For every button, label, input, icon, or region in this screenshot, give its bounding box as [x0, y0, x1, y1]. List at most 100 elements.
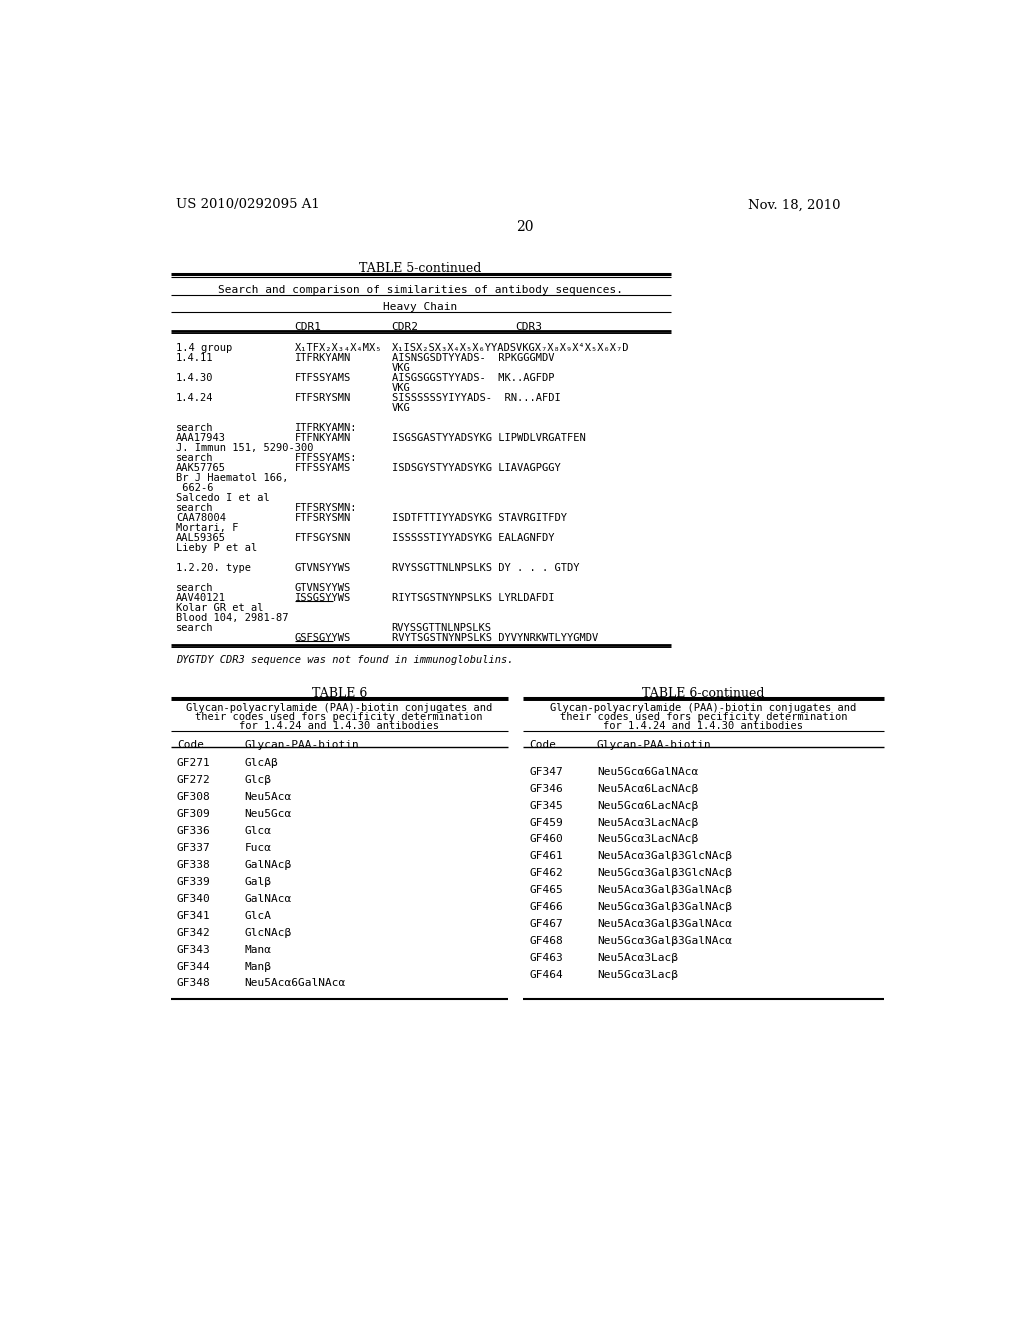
- Text: 662-6: 662-6: [176, 483, 214, 494]
- Text: GF461: GF461: [529, 851, 563, 862]
- Text: Neu5Gcα3Galβ3GlcNAcβ: Neu5Gcα3Galβ3GlcNAcβ: [597, 869, 732, 878]
- Text: GlcNAcβ: GlcNAcβ: [245, 928, 292, 937]
- Text: ITFRKYAMN: ITFRKYAMN: [295, 354, 351, 363]
- Text: Neu5Acα6GalNAcα: Neu5Acα6GalNAcα: [245, 978, 345, 989]
- Text: Heavy Chain: Heavy Chain: [383, 302, 458, 313]
- Text: GF308: GF308: [177, 792, 211, 803]
- Text: Glycan-polyacrylamide (PAA)-biotin conjugates and: Glycan-polyacrylamide (PAA)-biotin conju…: [186, 702, 493, 713]
- Text: RVYTSGSTNYNPSLKS DYVYNRKWTLYYGMDV: RVYTSGSTNYNPSLKS DYVYNRKWTLYYGMDV: [391, 634, 598, 643]
- Text: AISGSGGSTYYADS-  MK..AGFDP: AISGSGGSTYYADS- MK..AGFDP: [391, 374, 554, 383]
- Text: GF346: GF346: [529, 784, 563, 793]
- Text: 20: 20: [516, 220, 534, 234]
- Text: Neu5Gcα3Lacβ: Neu5Gcα3Lacβ: [597, 970, 678, 979]
- Text: 1.2.20. type: 1.2.20. type: [176, 564, 251, 573]
- Text: ISDTFTTIYYADSYKG STAVRGITFDY: ISDTFTTIYYADSYKG STAVRGITFDY: [391, 513, 566, 523]
- Text: Neu5Acα3Lacβ: Neu5Acα3Lacβ: [597, 953, 678, 964]
- Text: their codes used fors pecificity determination: their codes used fors pecificity determi…: [196, 711, 483, 722]
- Text: VKG: VKG: [391, 404, 411, 413]
- Text: GF468: GF468: [529, 936, 563, 946]
- Text: Lieby P et al: Lieby P et al: [176, 544, 257, 553]
- Text: FTFSRYSMN:: FTFSRYSMN:: [295, 503, 357, 513]
- Text: GF344: GF344: [177, 961, 211, 972]
- Text: Salcedo I et al: Salcedo I et al: [176, 494, 269, 503]
- Text: VKG: VKG: [391, 383, 411, 393]
- Text: Br J Haematol 166,: Br J Haematol 166,: [176, 474, 289, 483]
- Text: GF467: GF467: [529, 919, 563, 929]
- Text: CDR2: CDR2: [391, 322, 419, 331]
- Text: Kolar GR et al: Kolar GR et al: [176, 603, 263, 614]
- Text: TABLE 5-continued: TABLE 5-continued: [359, 263, 481, 276]
- Text: FTFSSYAMS:: FTFSSYAMS:: [295, 453, 357, 463]
- Text: RVYSSGTTNLNPSLKS DY . . . GTDY: RVYSSGTTNLNPSLKS DY . . . GTDY: [391, 564, 579, 573]
- Text: Blood 104, 2981-87: Blood 104, 2981-87: [176, 614, 289, 623]
- Text: ISDSGYSTYYADSYKG LIAVAGPGGY: ISDSGYSTYYADSYKG LIAVAGPGGY: [391, 463, 560, 474]
- Text: GF345: GF345: [529, 800, 563, 810]
- Text: GalNAcα: GalNAcα: [245, 894, 292, 904]
- Text: GF336: GF336: [177, 826, 211, 836]
- Text: GF465: GF465: [529, 886, 563, 895]
- Text: TABLE 6-continued: TABLE 6-continued: [642, 688, 765, 701]
- Text: GF466: GF466: [529, 903, 563, 912]
- Text: Code: Code: [177, 739, 204, 750]
- Text: GF309: GF309: [177, 809, 211, 818]
- Text: Neu5Gcα: Neu5Gcα: [245, 809, 292, 818]
- Text: CDR3: CDR3: [515, 322, 543, 331]
- Text: Glcα: Glcα: [245, 826, 271, 836]
- Text: for 1.4.24 and 1.4.30 antibodies: for 1.4.24 and 1.4.30 antibodies: [240, 721, 439, 731]
- Text: AAV40121: AAV40121: [176, 594, 226, 603]
- Text: GlcA: GlcA: [245, 911, 271, 920]
- Text: GF338: GF338: [177, 859, 211, 870]
- Text: search: search: [176, 583, 214, 594]
- Text: search: search: [176, 503, 214, 513]
- Text: their codes used fors pecificity determination: their codes used fors pecificity determi…: [560, 711, 847, 722]
- Text: FTFSRYSMN: FTFSRYSMN: [295, 513, 351, 523]
- Text: GalNAcβ: GalNAcβ: [245, 859, 292, 870]
- Text: search: search: [176, 424, 214, 433]
- Text: GF271: GF271: [177, 758, 211, 768]
- Text: Neu5Gcα6LacNAcβ: Neu5Gcα6LacNAcβ: [597, 800, 698, 810]
- Text: Galβ: Galβ: [245, 876, 271, 887]
- Text: GF341: GF341: [177, 911, 211, 920]
- Text: AISNSGSDTYYADS-  RPKGGGMDV: AISNSGSDTYYADS- RPKGGGMDV: [391, 354, 554, 363]
- Text: Glcβ: Glcβ: [245, 775, 271, 785]
- Text: Manβ: Manβ: [245, 961, 271, 972]
- Text: Neu5Acα3Galβ3GlcNAcβ: Neu5Acα3Galβ3GlcNAcβ: [597, 851, 732, 862]
- Text: Neu5Acα: Neu5Acα: [245, 792, 292, 803]
- Text: GF347: GF347: [529, 767, 563, 776]
- Text: GlcAβ: GlcAβ: [245, 758, 278, 768]
- Text: 1.4.24: 1.4.24: [176, 393, 214, 403]
- Text: Neu5Gcα3Galβ3GalNAcβ: Neu5Gcα3Galβ3GalNAcβ: [597, 903, 732, 912]
- Text: FTFNKYAMN: FTFNKYAMN: [295, 433, 351, 444]
- Text: 1.4 group: 1.4 group: [176, 343, 232, 354]
- Text: CDR1: CDR1: [295, 322, 322, 331]
- Text: Search and comparison of similarities of antibody sequences.: Search and comparison of similarities of…: [218, 285, 623, 294]
- Text: GF343: GF343: [177, 945, 211, 954]
- Text: for 1.4.24 and 1.4.30 antibodies: for 1.4.24 and 1.4.30 antibodies: [603, 721, 804, 731]
- Text: AAL59365: AAL59365: [176, 533, 226, 544]
- Text: Code: Code: [529, 739, 556, 750]
- Text: search: search: [176, 453, 214, 463]
- Text: RVYSSGTTNLNPSLKS: RVYSSGTTNLNPSLKS: [391, 623, 492, 634]
- Text: Glycan-PAA-biotin: Glycan-PAA-biotin: [245, 739, 359, 750]
- Text: Neu5Acα3Galβ3GalNAcβ: Neu5Acα3Galβ3GalNAcβ: [597, 886, 732, 895]
- Text: GTVNSYYWS: GTVNSYYWS: [295, 583, 351, 594]
- Text: Neu5Gcα3LacNAcβ: Neu5Gcα3LacNAcβ: [597, 834, 698, 845]
- Text: J. Immun 151, 5290-300: J. Immun 151, 5290-300: [176, 444, 313, 453]
- Text: ISSGSYYWS: ISSGSYYWS: [295, 594, 351, 603]
- Text: RIYTSGSTNYNPSLKS LYRLDAFDI: RIYTSGSTNYNPSLKS LYRLDAFDI: [391, 594, 554, 603]
- Text: 1.4.30: 1.4.30: [176, 374, 214, 383]
- Text: SISSSSSSYIYYADS-  RN...AFDI: SISSSSSSYIYYADS- RN...AFDI: [391, 393, 560, 403]
- Text: GF342: GF342: [177, 928, 211, 937]
- Text: GF459: GF459: [529, 817, 563, 828]
- Text: AAK57765: AAK57765: [176, 463, 226, 474]
- Text: GF348: GF348: [177, 978, 211, 989]
- Text: Neu5Acα3LacNAcβ: Neu5Acα3LacNAcβ: [597, 817, 698, 828]
- Text: FTFSRYSMN: FTFSRYSMN: [295, 393, 351, 403]
- Text: CAA78004: CAA78004: [176, 513, 226, 523]
- Text: AAA17943: AAA17943: [176, 433, 226, 444]
- Text: Glycan-PAA-biotin: Glycan-PAA-biotin: [597, 739, 712, 750]
- Text: GF460: GF460: [529, 834, 563, 845]
- Text: GF462: GF462: [529, 869, 563, 878]
- Text: Neu5Acα6LacNAcβ: Neu5Acα6LacNAcβ: [597, 784, 698, 793]
- Text: ITFRKYAMN:: ITFRKYAMN:: [295, 424, 357, 433]
